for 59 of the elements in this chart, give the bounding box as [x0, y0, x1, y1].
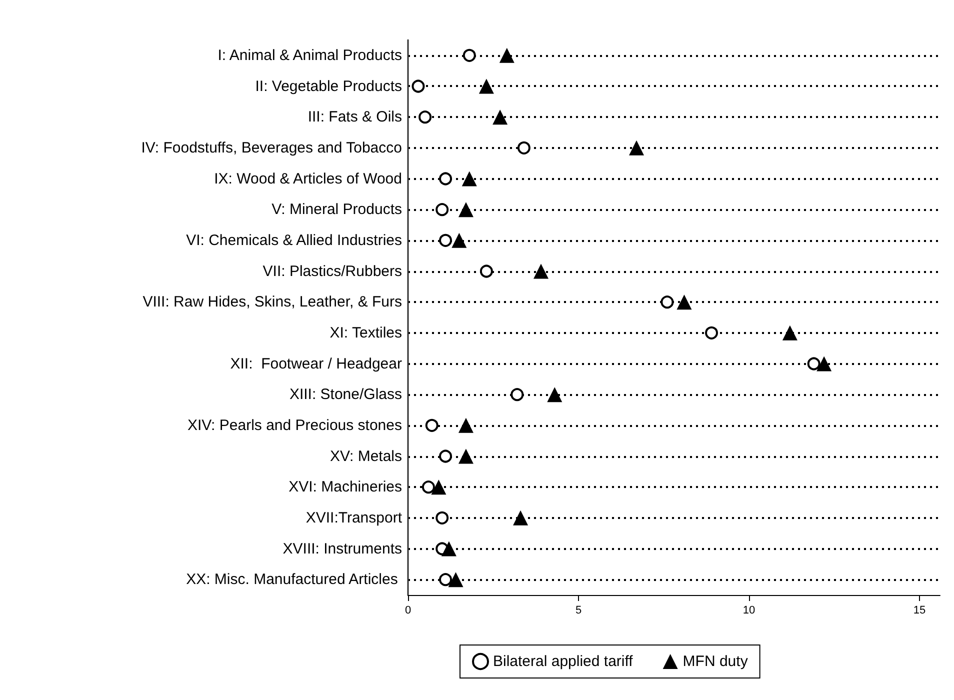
- point: [439, 450, 452, 463]
- point: [628, 140, 644, 156]
- point: [436, 511, 449, 524]
- point: [418, 110, 432, 124]
- y-tick-label: XIV: Pearls and Precious stones: [187, 416, 402, 434]
- y-tick-label: V: Mineral Products: [272, 201, 402, 218]
- point: [458, 448, 474, 464]
- point: [439, 234, 452, 247]
- point: [439, 172, 452, 186]
- y-tick-label: IX: Wood & Articles of Wood: [214, 170, 402, 188]
- y-tick-label: VII: Plastics/Rubbers: [262, 262, 402, 280]
- point: [422, 480, 435, 494]
- y-tick-label: IV: Foodstuffs, Beverages and Tobacco: [141, 139, 402, 156]
- x-tick-label: 5: [575, 604, 582, 616]
- y-tick-label: VI: Chemicals & Allied Industries: [186, 232, 402, 249]
- y-tick-label: XII: Footwear / Headgear: [230, 355, 402, 372]
- point: [458, 418, 474, 433]
- point: [534, 264, 548, 279]
- point: [676, 294, 692, 310]
- y-tick-label: XV: Metals: [330, 448, 402, 465]
- point: [436, 203, 449, 216]
- point: [513, 510, 528, 526]
- point: [807, 357, 820, 370]
- y-tick-label: XX: Misc. Manufactured Articles: [186, 571, 402, 588]
- y-tick-label: III: Fats & Oils: [308, 108, 402, 126]
- point: [510, 388, 524, 402]
- point: [492, 110, 508, 125]
- point: [547, 387, 562, 402]
- point: [462, 48, 476, 62]
- point: [425, 418, 438, 432]
- y-tick-label: XVI: Machineries: [288, 478, 402, 496]
- point: [480, 264, 493, 278]
- point: [439, 573, 452, 586]
- y-tick-label: XVII:Transport: [306, 509, 403, 526]
- legend-label: Bilateral applied tariff: [493, 653, 634, 670]
- point: [412, 80, 425, 93]
- point: [478, 78, 494, 94]
- point: [499, 48, 514, 63]
- y-tick-label: XVIII: Instruments: [282, 540, 402, 558]
- legend-label: MFN duty: [682, 653, 748, 670]
- point: [452, 232, 467, 248]
- point: [517, 141, 530, 154]
- point: [462, 171, 477, 186]
- y-tick-label: II: Vegetable Products: [255, 78, 402, 95]
- point: [458, 202, 474, 218]
- point: [782, 325, 798, 340]
- x-tick-label: 0: [404, 604, 412, 616]
- y-tick-label: VIII: Raw Hides, Skins, Leather, & Furs: [142, 294, 402, 311]
- x-tick-label: 10: [742, 604, 756, 616]
- point: [660, 296, 674, 309]
- y-tick-label: I: Animal & Animal Products: [218, 46, 402, 64]
- point: [705, 326, 718, 340]
- point: [816, 356, 832, 372]
- point: [448, 572, 464, 588]
- x-tick-label: 15: [913, 604, 926, 616]
- y-tick-label: XIII: Stone/Glass: [289, 386, 402, 404]
- point: [441, 541, 456, 556]
- y-tick-label: XI: Textiles: [330, 324, 402, 342]
- point: [431, 480, 446, 495]
